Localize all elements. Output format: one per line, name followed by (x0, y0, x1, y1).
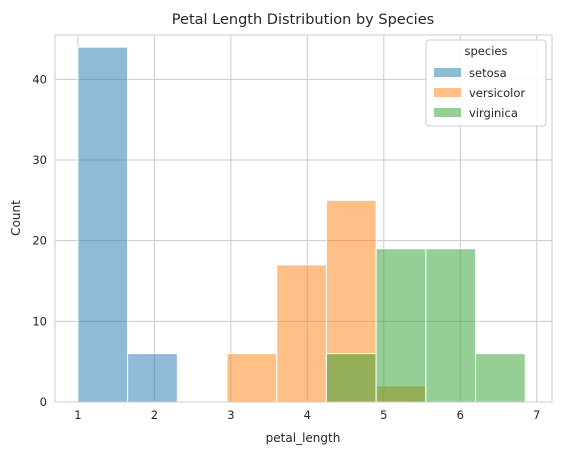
y-tick-label: 40 (32, 72, 47, 86)
bar-virginica (325, 353, 377, 403)
y-tick-label: 20 (32, 234, 47, 248)
y-tick-labels: 0 10 20 30 40 (32, 72, 47, 409)
x-tick-label: 6 (457, 408, 464, 422)
x-tick-label: 1 (74, 408, 81, 422)
x-tick-labels: 1 2 3 4 5 6 7 (74, 408, 540, 422)
y-tick-label: 0 (40, 395, 47, 409)
x-tick-label: 4 (304, 408, 311, 422)
bar-versicolor (226, 353, 278, 403)
y-axis-label: Count (9, 200, 23, 236)
legend-swatch-versicolor (434, 88, 461, 97)
bar-virginica (425, 248, 477, 403)
y-tick-label: 10 (32, 314, 47, 328)
bar-virginica (375, 248, 427, 403)
legend-title: species (465, 44, 508, 58)
x-tick-label: 5 (380, 408, 387, 422)
x-tick-label: 3 (227, 408, 234, 422)
bar-versicolor (276, 264, 327, 403)
bar-setosa (77, 46, 129, 403)
bar-virginica (475, 353, 526, 403)
bars (77, 46, 526, 403)
legend-label-virginica: virginica (469, 106, 518, 120)
legend-label-versicolor: versicolor (469, 86, 525, 100)
legend-box (425, 39, 547, 127)
x-axis-label: petal_length (266, 431, 341, 445)
chart-title: Petal Length Distribution by Species (172, 12, 434, 28)
legend-swatch-virginica (434, 108, 461, 117)
plot-frame (54, 34, 553, 403)
bar-setosa (127, 353, 178, 403)
y-tick-label: 30 (32, 153, 47, 167)
legend-label-setosa: setosa (469, 66, 507, 80)
x-tick-label: 7 (533, 408, 540, 422)
x-tick-label: 2 (151, 408, 158, 422)
legend: species setosa versicolor virginica (425, 39, 547, 127)
legend-swatch-setosa (434, 68, 461, 77)
